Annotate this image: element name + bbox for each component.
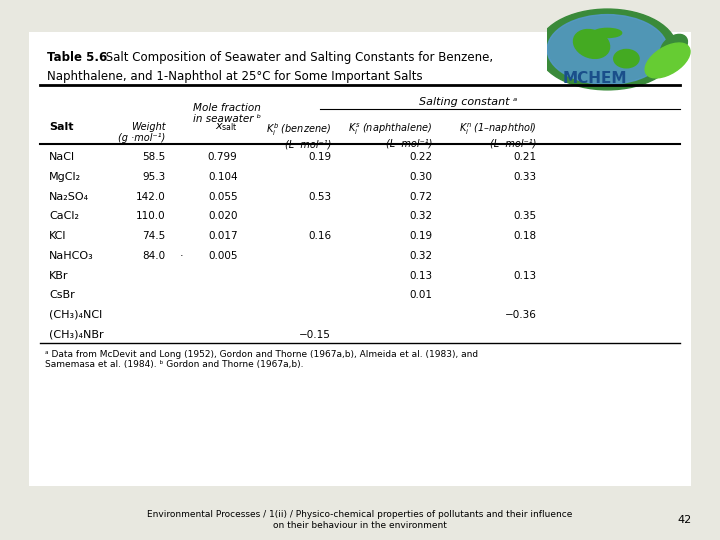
Text: 0.16: 0.16: [308, 231, 331, 241]
Text: 0.32: 0.32: [409, 251, 432, 261]
Text: 0.13: 0.13: [409, 271, 432, 281]
Circle shape: [547, 15, 667, 84]
Text: Na₂SO₄: Na₂SO₄: [49, 192, 89, 202]
Text: 74.5: 74.5: [143, 231, 166, 241]
Circle shape: [538, 9, 677, 90]
Text: Table 5.6: Table 5.6: [47, 51, 107, 64]
Text: Environmental Processes / 1(ii) / Physico-chemical properties of pollutants and : Environmental Processes / 1(ii) / Physic…: [148, 510, 572, 519]
Text: 110.0: 110.0: [136, 211, 166, 221]
Text: 0.35: 0.35: [513, 211, 536, 221]
Text: Salting constant ᵃ: Salting constant ᵃ: [419, 97, 517, 107]
Text: 0.72: 0.72: [409, 192, 432, 202]
Text: 84.0: 84.0: [143, 251, 166, 261]
Text: 0.005: 0.005: [208, 251, 238, 261]
Text: 0.22: 0.22: [409, 152, 432, 163]
Ellipse shape: [593, 28, 621, 37]
Text: CaCl₂: CaCl₂: [49, 211, 79, 221]
Text: $K_i^n$ (1–naphthol)
(L ·mol⁻¹): $K_i^n$ (1–naphthol) (L ·mol⁻¹): [459, 122, 536, 148]
Text: 0.21: 0.21: [513, 152, 536, 163]
Text: KBr: KBr: [49, 271, 68, 281]
Text: Salt Composition of Seawater and Salting Constants for Benzene,: Salt Composition of Seawater and Salting…: [102, 51, 492, 64]
Text: 142.0: 142.0: [136, 192, 166, 202]
Text: 0.32: 0.32: [409, 211, 432, 221]
Text: 0.53: 0.53: [308, 192, 331, 202]
Text: NaCl: NaCl: [49, 152, 75, 163]
Ellipse shape: [574, 30, 610, 58]
Text: 95.3: 95.3: [143, 172, 166, 182]
Text: 0.13: 0.13: [513, 271, 536, 281]
Text: Salt: Salt: [49, 122, 73, 132]
Text: (CH₃)₄NCl: (CH₃)₄NCl: [49, 310, 102, 320]
Text: 42: 42: [677, 515, 691, 525]
Text: 0.799: 0.799: [208, 152, 238, 163]
Text: 0.017: 0.017: [208, 231, 238, 241]
Text: MCHEM: MCHEM: [563, 71, 628, 86]
Text: ·: ·: [180, 251, 184, 261]
Text: 58.5: 58.5: [143, 152, 166, 163]
Text: (CH₃)₄NBr: (CH₃)₄NBr: [49, 329, 104, 340]
Text: Naphthalene, and 1-Naphthol at 25°C for Some Important Salts: Naphthalene, and 1-Naphthol at 25°C for …: [47, 70, 423, 83]
Text: NaHCO₃: NaHCO₃: [49, 251, 94, 261]
Ellipse shape: [613, 50, 639, 68]
Text: 0.33: 0.33: [513, 172, 536, 182]
Text: 0.19: 0.19: [308, 152, 331, 163]
Ellipse shape: [645, 43, 690, 78]
Text: −0.36: −0.36: [505, 310, 536, 320]
Ellipse shape: [660, 35, 688, 59]
Text: Mole fraction
in seawater ᵇ: Mole fraction in seawater ᵇ: [193, 103, 261, 124]
Text: 0.020: 0.020: [208, 211, 238, 221]
Text: −0.15: −0.15: [300, 329, 331, 340]
Text: 0.01: 0.01: [409, 291, 432, 300]
Text: 0.19: 0.19: [409, 231, 432, 241]
Text: ᵃ Data from McDevit and Long (1952), Gordon and Thorne (1967a,b), Almeida et al.: ᵃ Data from McDevit and Long (1952), Gor…: [45, 350, 478, 369]
Text: 0.104: 0.104: [208, 172, 238, 182]
Text: $x_{\mathrm{salt}}$: $x_{\mathrm{salt}}$: [215, 122, 238, 133]
Text: 0.30: 0.30: [409, 172, 432, 182]
Text: on their behaviour in the environment: on their behaviour in the environment: [273, 521, 447, 530]
Text: KCl: KCl: [49, 231, 66, 241]
Text: CsBr: CsBr: [49, 291, 75, 300]
Text: Weight
(g ·mol⁻¹): Weight (g ·mol⁻¹): [118, 122, 166, 143]
Text: MgCl₂: MgCl₂: [49, 172, 81, 182]
Text: 0.18: 0.18: [513, 231, 536, 241]
Text: $K_i^b$ (benzene)
(L ·mol⁻¹): $K_i^b$ (benzene) (L ·mol⁻¹): [266, 122, 331, 150]
Text: $K_i^s$ (naphthalene)
(L ·mol⁻¹): $K_i^s$ (naphthalene) (L ·mol⁻¹): [348, 122, 432, 148]
Text: 0.055: 0.055: [208, 192, 238, 202]
